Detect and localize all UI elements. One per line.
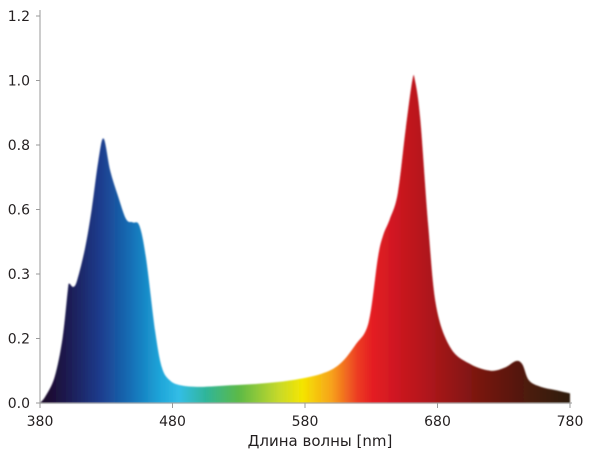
- x-tick-label: 780: [557, 414, 584, 430]
- x-axis-label: Длина волны [nm]: [248, 432, 393, 450]
- x-tick-label: 680: [424, 414, 451, 430]
- y-tick-label: 0.3: [8, 267, 30, 283]
- x-tick-label: 580: [292, 414, 319, 430]
- y-tick-label: 0.6: [8, 203, 30, 219]
- y-tick-label: 0.2: [8, 332, 30, 348]
- x-tick-label: 480: [159, 414, 186, 430]
- y-tick-label: 0.0: [8, 396, 30, 412]
- spectrum-area: [40, 75, 570, 403]
- y-tick-label: 1.2: [8, 9, 30, 25]
- x-tick-label: 380: [27, 414, 54, 430]
- y-tick-label: 0.8: [8, 138, 30, 154]
- y-tick-label: 1.0: [8, 74, 30, 90]
